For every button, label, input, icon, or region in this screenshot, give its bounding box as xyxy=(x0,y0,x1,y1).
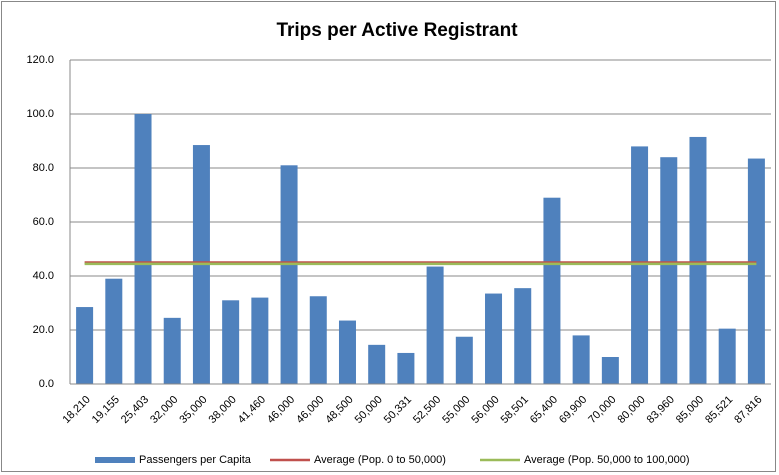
bar xyxy=(485,293,503,384)
bar xyxy=(397,352,415,384)
bar xyxy=(455,336,473,384)
bar xyxy=(280,165,298,384)
bar xyxy=(718,328,736,384)
bar xyxy=(134,114,152,384)
y-tick-label: 0.0 xyxy=(39,378,54,390)
legend-label: Average (Pop. 0 to 50,000) xyxy=(314,454,446,466)
y-tick-label: 60.0 xyxy=(33,216,54,228)
bar xyxy=(251,297,269,384)
bar xyxy=(426,266,444,384)
legend-label: Passengers per Capita xyxy=(139,454,252,466)
bar xyxy=(601,357,619,384)
bar xyxy=(105,278,123,384)
bar xyxy=(338,320,356,384)
legend-label: Average (Pop. 50,000 to 100,000) xyxy=(524,454,690,466)
y-tick-label: 40.0 xyxy=(33,270,54,282)
bar xyxy=(309,296,327,384)
bar xyxy=(660,157,678,384)
bar xyxy=(689,136,707,384)
legend-swatch xyxy=(95,457,135,463)
bar xyxy=(222,300,240,384)
bar xyxy=(747,158,765,384)
y-tick-label: 100.0 xyxy=(26,108,54,120)
chart-title: Trips per Active Registrant xyxy=(276,20,518,41)
bar xyxy=(572,335,590,384)
bar xyxy=(76,307,94,384)
bar xyxy=(631,146,649,384)
bar xyxy=(514,288,532,384)
bar xyxy=(163,317,181,384)
y-tick-label: 20.0 xyxy=(33,324,54,336)
y-tick-label: 80.0 xyxy=(33,162,54,174)
bar xyxy=(543,197,561,384)
bar xyxy=(368,344,386,384)
y-tick-label: 120.0 xyxy=(26,54,54,66)
